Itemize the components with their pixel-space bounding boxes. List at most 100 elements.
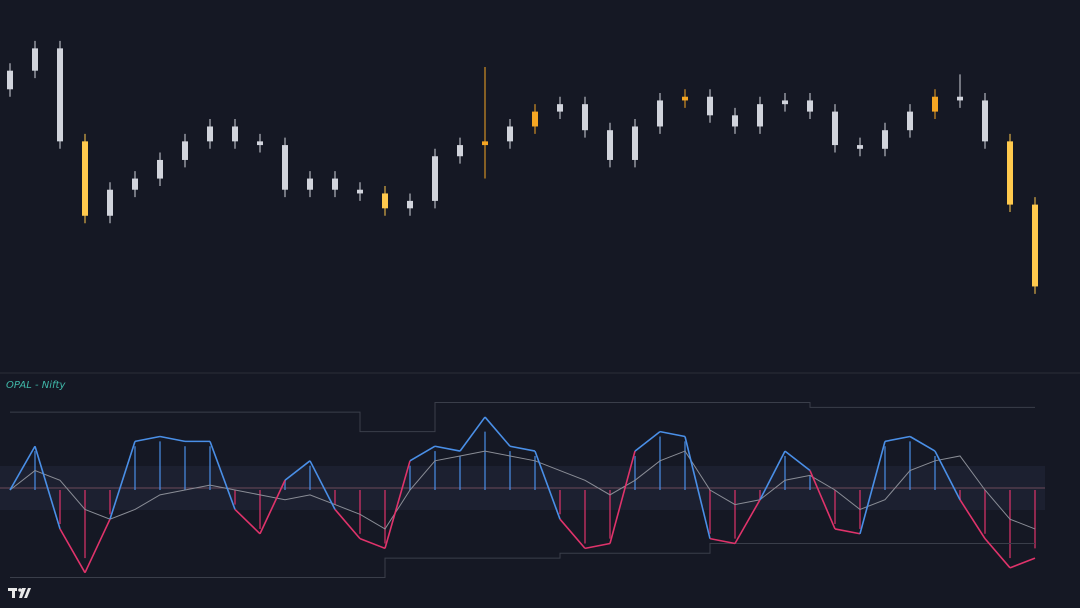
candle-body [707,96,713,116]
histogram-bar [409,465,411,490]
candle-body [532,111,538,127]
oscillator-segment [384,460,411,549]
oscillator-segment [934,450,961,501]
histogram-bar [659,436,661,490]
histogram-bar [184,446,186,490]
candle-body [682,96,688,101]
candle-body [32,48,38,71]
oscillator-segment [734,499,761,544]
oscillator-segment [284,460,311,481]
histogram-bar [134,446,136,490]
histogram-bar [734,490,736,539]
histogram-bar [334,490,336,505]
candle-body [757,104,763,127]
candle-body [582,104,588,131]
oscillator-segment [334,508,361,540]
histogram-bar [284,480,286,490]
candle-body [57,48,63,142]
candle-body [632,126,638,160]
candle-body [932,96,938,112]
candle-body [357,189,363,194]
oscillator-segment [984,538,1011,569]
histogram-bar [559,490,561,515]
candle-body [457,145,463,157]
indicator-label: OPAL - Nifty [6,380,66,391]
candle-body [7,70,13,90]
candle-body [482,141,488,146]
candle-body [132,178,138,190]
oscillator-segment [709,537,736,545]
histogram-bar [809,475,811,490]
histogram-bar [59,490,61,525]
histogram-bar [759,490,761,500]
histogram-bar [159,441,161,490]
histogram-bar [84,490,86,559]
candle-body [332,178,338,190]
histogram-bar [484,431,486,490]
candle-body [382,193,388,209]
candle-body [82,141,88,216]
oscillator-segment [484,416,511,447]
histogram-bar [684,441,686,490]
histogram-bar [1034,490,1036,549]
histogram-bar [234,490,236,505]
upper-band [10,401,1035,433]
oscillator-segment [534,450,561,520]
oscillator-segment [909,435,936,452]
candle-body [982,100,988,142]
candle-body [657,100,663,127]
candle-body [907,111,913,131]
candle-body [232,126,238,142]
histogram-bar [884,446,886,490]
oscillator-segment [659,430,686,438]
candle-body [957,96,963,101]
oscillator-segment [634,431,661,452]
histogram-bar [459,455,461,490]
candle-body [782,100,788,105]
histogram-bar [834,490,836,525]
histogram-bar [509,451,511,490]
tradingview-logo [8,588,31,598]
histogram-bar [959,490,961,500]
candle-body [407,200,413,209]
candle-body [807,100,813,112]
candle-body [607,130,613,160]
candle-body [182,141,188,160]
candle-body [557,104,563,112]
oscillator-segment [784,450,811,472]
histogram-bar [209,446,211,490]
oscillator-segment [359,537,386,550]
histogram-bar [784,455,786,490]
histogram-bar [434,451,436,490]
candle-body [507,126,513,142]
histogram-bar [584,490,586,544]
histogram-bar [534,455,536,490]
histogram-bar [609,490,611,539]
histogram-bar [259,490,261,529]
oscillator-segment [959,499,986,540]
histogram-bar [1009,490,1011,559]
histogram-bar [634,455,636,490]
candle-body [832,111,838,146]
lower-band [10,543,1035,579]
oscillator-segment [584,542,611,550]
oscillator-segment [684,436,711,539]
oscillator-segment [609,450,636,544]
oscillator-segment [34,445,61,530]
histogram-bar [709,490,711,534]
histogram-bar [909,441,911,490]
histogram-bar [984,490,986,534]
oscillator-segment [109,441,136,520]
oscillator-segment [884,435,911,443]
oscillator-segment [559,518,586,549]
candle-body [882,130,888,149]
oscillator-segment [1009,557,1036,569]
histogram-bar [934,455,936,490]
oscillator-segment [859,441,886,534]
oscillator-segment [409,445,436,462]
oscillator-segment [509,445,536,452]
candle-body [857,145,863,149]
oscillator-segment [259,479,286,535]
oscillator-segment [759,450,786,501]
